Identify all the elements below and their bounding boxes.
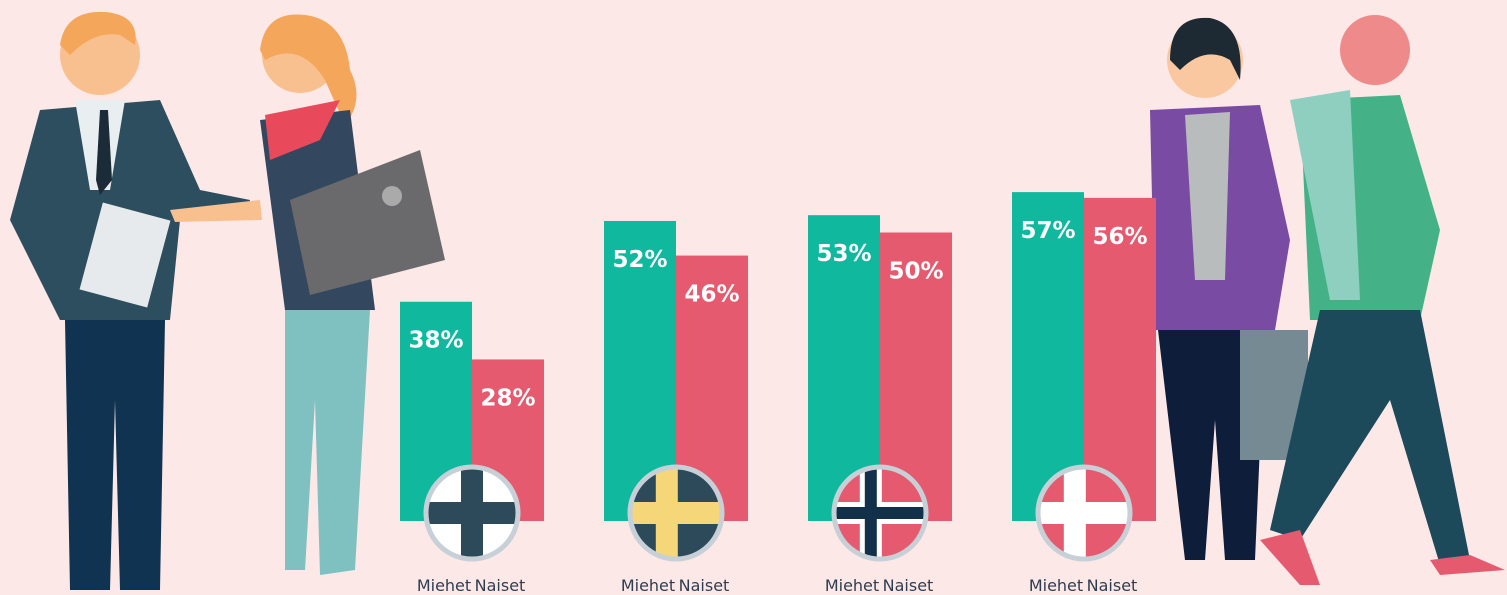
series-label: Naiset [475, 576, 526, 595]
value-label: 38% [408, 328, 463, 354]
flag-ring [423, 464, 521, 562]
value-label: 46% [684, 282, 739, 308]
flag-cross-h [426, 502, 518, 524]
value-label: 53% [816, 241, 871, 267]
flag [426, 467, 518, 559]
value-label: 56% [1092, 224, 1147, 250]
illustration-businesswoman [170, 14, 445, 575]
series-label: Miehet [1029, 576, 1083, 595]
series-label: Naiset [679, 576, 730, 595]
value-label: 52% [612, 247, 667, 273]
illustration-man-walking [1260, 15, 1505, 585]
flag-cross-h [630, 502, 722, 524]
series-label: Naiset [1087, 576, 1138, 595]
value-label: 57% [1020, 218, 1075, 244]
flag-ring [1035, 464, 1133, 562]
series-label: Miehet [825, 576, 879, 595]
flag-ring [831, 464, 929, 562]
series-label: Miehet [621, 576, 675, 595]
illustration-businessman [10, 11, 250, 590]
series-label: Naiset [883, 576, 934, 595]
flag [1038, 467, 1130, 559]
flag [630, 467, 722, 559]
flag-ring [627, 464, 725, 562]
flag [834, 467, 926, 559]
value-label: 28% [480, 385, 535, 411]
bar-chart: 38% Miehet 28% Naiset 52% Miehet 46% Naiset 53% M… [400, 192, 1156, 595]
illustration-woman-phone [1150, 17, 1308, 560]
series-label: Miehet [417, 576, 471, 595]
value-label: 50% [888, 259, 943, 285]
flag-cross-h-inner [834, 507, 926, 519]
flag-cross-h [1038, 502, 1130, 524]
